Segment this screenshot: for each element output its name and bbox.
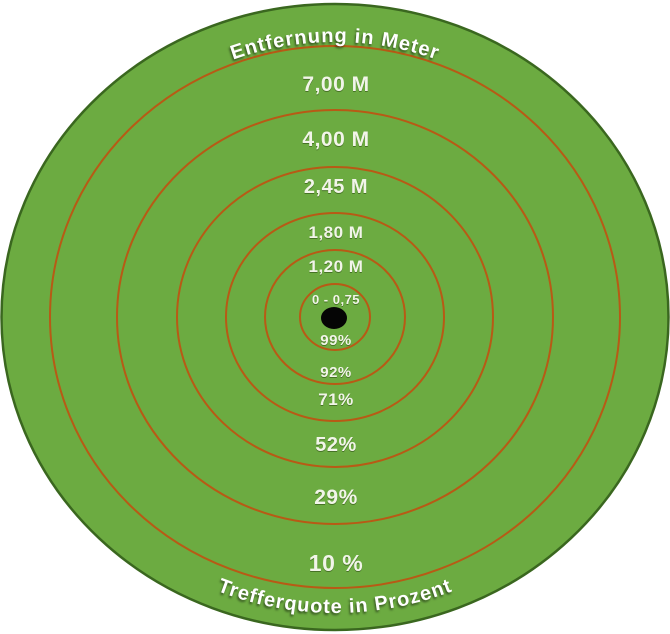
range-ring-400 — [116, 109, 554, 525]
distance-label-180: 1,80 M — [309, 223, 364, 242]
range-ring-180 — [225, 212, 445, 422]
hitrate-label-10: 10 % — [309, 550, 363, 576]
hitrate-label-92: 92% — [320, 364, 352, 381]
range-ring-075 — [299, 283, 371, 351]
hitrate-label-71: 71% — [318, 390, 354, 409]
range-ring-245 — [176, 166, 494, 468]
hitrate-label-52: 52% — [315, 434, 357, 456]
range-ring-120 — [264, 249, 406, 385]
hitrate-label-29: 29% — [314, 486, 358, 509]
distance-label-700: 7,00 M — [302, 73, 369, 96]
hitrate-label-99: 99% — [320, 332, 352, 349]
distance-label-400: 4,00 M — [302, 128, 369, 151]
distance-label-120: 1,20 M — [309, 257, 364, 276]
range-ring-700 — [49, 45, 621, 589]
bullseye-dot — [321, 307, 347, 329]
distance-label-075: 0 - 0,75 — [312, 292, 360, 307]
distance-label-245: 2,45 M — [304, 176, 368, 198]
